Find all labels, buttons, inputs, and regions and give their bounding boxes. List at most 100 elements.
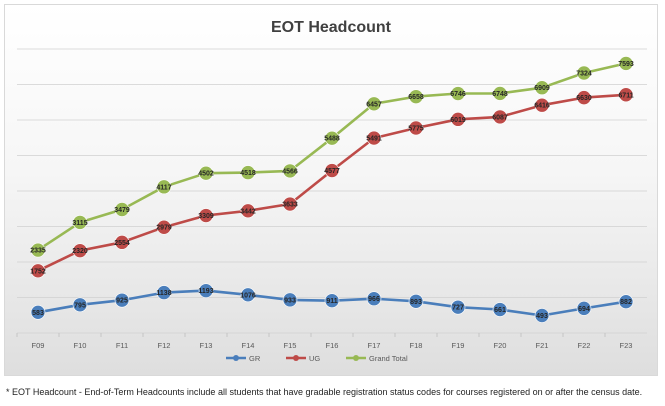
data-point-ug bbox=[30, 263, 46, 279]
data-label-grand-total: 6909 bbox=[534, 85, 550, 92]
line-chart: EOT Headcount F09 F10 F11 F12 F13 F14 F15 F16 F17… bbox=[16, 19, 647, 363]
data-point-ug bbox=[282, 196, 298, 212]
data-label-ug: 3442 bbox=[240, 208, 256, 215]
x-tick-label: F10 bbox=[74, 341, 87, 350]
data-label-grand-total: 2335 bbox=[30, 248, 46, 255]
data-label-grand-total: 4117 bbox=[156, 184, 171, 191]
data-point-gr bbox=[576, 301, 592, 316]
data-label-grand-total: 6658 bbox=[408, 94, 424, 101]
data-label-gr: 933 bbox=[284, 297, 296, 304]
legend-marker bbox=[233, 355, 239, 361]
x-tick-label: F16 bbox=[326, 341, 339, 350]
data-point-ug bbox=[366, 130, 382, 146]
data-label-ug: 6019 bbox=[450, 117, 466, 124]
data-point-ug bbox=[198, 208, 214, 223]
chart-area: EOT Headcount F09 F10 F11 F12 F13 F14 F15 F16 F17… bbox=[4, 4, 658, 376]
data-point-gr bbox=[618, 294, 634, 309]
data-label-ug: 2979 bbox=[156, 225, 172, 232]
data-label-ug: 6416 bbox=[534, 103, 550, 110]
data-label-grand-total: 7324 bbox=[576, 70, 592, 77]
data-point-grand-total bbox=[366, 96, 382, 112]
data-point-gr bbox=[72, 297, 88, 313]
data-label-gr: 882 bbox=[620, 299, 632, 306]
data-label-ug: 3309 bbox=[198, 213, 214, 220]
data-point-grand-total bbox=[282, 163, 298, 179]
data-point-grand-total bbox=[198, 165, 214, 181]
data-label-gr: 795 bbox=[74, 302, 86, 309]
data-label-grand-total: 3115 bbox=[72, 220, 87, 227]
data-point-grand-total bbox=[324, 130, 340, 146]
data-label-gr: 583 bbox=[32, 310, 44, 317]
data-point-gr bbox=[156, 285, 172, 300]
legend-label: UG bbox=[309, 354, 320, 363]
data-label-gr: 925 bbox=[116, 298, 128, 305]
x-tick-label: F12 bbox=[158, 341, 171, 350]
data-point-ug bbox=[324, 163, 340, 178]
data-label-gr: 893 bbox=[410, 299, 422, 306]
x-tick-label: F22 bbox=[578, 341, 591, 350]
data-label-grand-total: 4502 bbox=[198, 171, 214, 178]
data-point-ug bbox=[240, 203, 256, 219]
x-tick-label: F14 bbox=[242, 341, 255, 350]
data-point-gr bbox=[114, 292, 130, 308]
data-label-ug: 6630 bbox=[576, 95, 592, 102]
data-label-grand-total: 7593 bbox=[618, 61, 634, 68]
data-point-ug bbox=[618, 87, 634, 103]
data-point-gr bbox=[450, 299, 466, 315]
data-label-gr: 1138 bbox=[156, 290, 171, 297]
data-point-gr bbox=[534, 308, 550, 323]
legend-label: GR bbox=[249, 354, 261, 363]
data-label-ug: 3633 bbox=[282, 202, 298, 209]
x-tick-label: F17 bbox=[368, 341, 381, 350]
data-label-grand-total: 6457 bbox=[366, 101, 382, 108]
data-point-gr bbox=[366, 291, 382, 307]
chart-title: EOT Headcount bbox=[271, 19, 392, 36]
data-label-gr: 966 bbox=[368, 296, 380, 303]
data-point-gr bbox=[30, 305, 46, 320]
data-label-grand-total: 4566 bbox=[282, 168, 298, 175]
data-point-grand-total bbox=[30, 242, 46, 258]
x-tick-label: F11 bbox=[116, 341, 128, 350]
data-label-grand-total: 3479 bbox=[114, 207, 130, 214]
data-point-ug bbox=[534, 97, 550, 113]
data-label-gr: 727 bbox=[452, 305, 464, 312]
data-label-ug: 6711 bbox=[618, 92, 633, 99]
data-point-grand-total bbox=[534, 80, 550, 96]
data-point-gr bbox=[408, 293, 424, 309]
x-tick-label: F19 bbox=[452, 341, 465, 350]
data-label-gr: 694 bbox=[578, 306, 590, 313]
data-point-ug bbox=[450, 112, 466, 127]
data-point-grand-total bbox=[156, 179, 172, 195]
data-point-ug bbox=[114, 235, 130, 250]
data-label-grand-total: 5488 bbox=[324, 136, 340, 143]
x-tick-label: F15 bbox=[284, 341, 297, 350]
data-point-ug bbox=[492, 109, 508, 125]
data-point-gr bbox=[282, 292, 298, 308]
data-label-gr: 911 bbox=[326, 298, 337, 305]
legend-marker bbox=[353, 355, 359, 361]
x-tick-label: F18 bbox=[410, 341, 423, 350]
data-label-grand-total: 4518 bbox=[240, 170, 256, 177]
x-tick-label: F13 bbox=[200, 341, 213, 350]
data-point-gr bbox=[324, 293, 340, 308]
data-point-grand-total bbox=[240, 165, 256, 180]
data-label-ug: 6087 bbox=[492, 114, 508, 121]
x-tick-label: F20 bbox=[494, 341, 507, 350]
data-point-grand-total bbox=[618, 56, 634, 71]
data-point-gr bbox=[240, 287, 256, 303]
data-point-grand-total bbox=[492, 86, 508, 101]
data-point-grand-total bbox=[450, 86, 466, 101]
data-label-gr: 661 bbox=[494, 307, 506, 314]
x-tick-label: F21 bbox=[536, 341, 549, 350]
data-label-ug: 4577 bbox=[324, 168, 340, 175]
footnote: * EOT Headcount - End-of-Term Headcounts… bbox=[6, 387, 643, 397]
legend-label: Grand Total bbox=[369, 354, 408, 363]
data-label-grand-total: 6748 bbox=[492, 91, 508, 98]
data-point-grand-total bbox=[72, 215, 88, 230]
x-tick-label: F09 bbox=[32, 341, 45, 350]
data-point-grand-total bbox=[576, 65, 592, 81]
data-label-gr: 1076 bbox=[240, 292, 256, 299]
data-point-gr bbox=[198, 283, 214, 298]
data-label-gr: 1193 bbox=[198, 288, 213, 295]
data-label-gr: 493 bbox=[536, 313, 548, 320]
